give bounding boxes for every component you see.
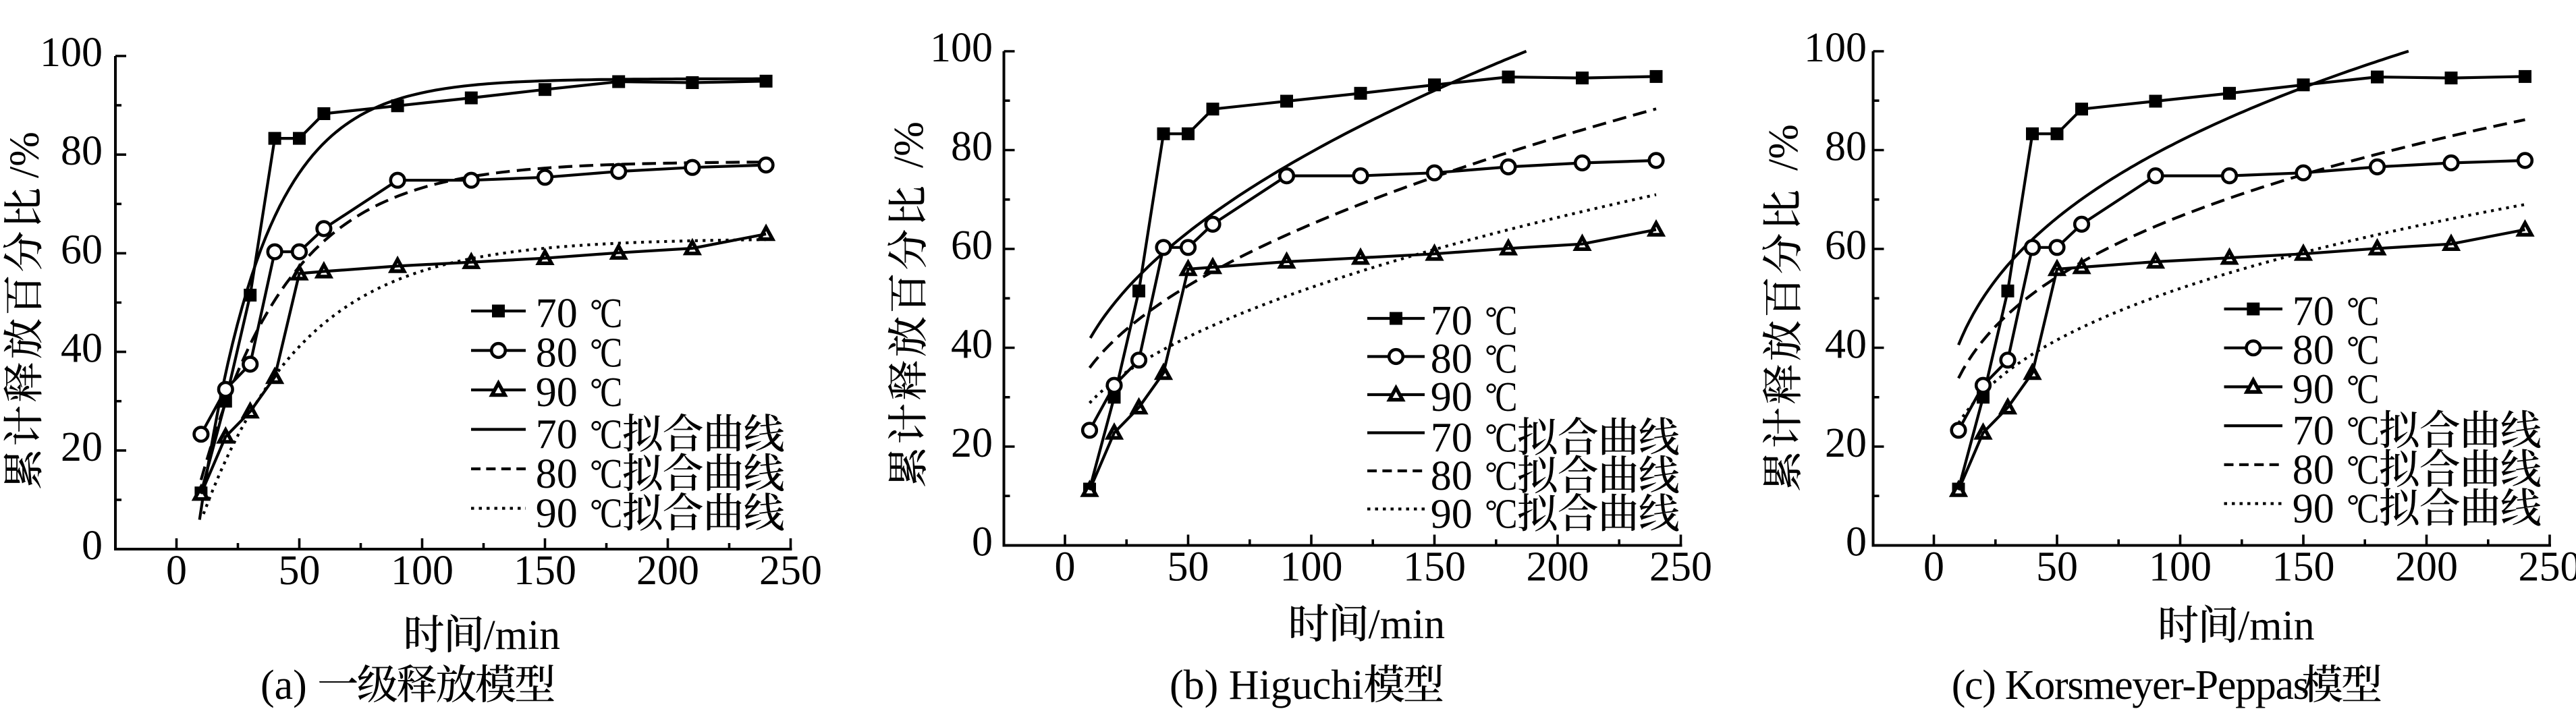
svg-text:0: 0 [972, 519, 993, 565]
svg-text:0: 0 [1055, 544, 1076, 590]
svg-text:100: 100 [930, 25, 993, 71]
svg-text:80: 80 [536, 451, 578, 497]
svg-text:250: 250 [759, 548, 822, 594]
svg-text:(c) Korsmeyer-Peppas: (c) Korsmeyer-Peppas [1952, 662, 2309, 708]
svg-text:50: 50 [2036, 544, 2078, 590]
svg-text:80: 80 [1431, 453, 1473, 499]
svg-text:/min: /min [484, 613, 561, 658]
svg-text:70: 70 [2293, 408, 2334, 454]
svg-text:20: 20 [951, 420, 993, 466]
svg-text:/%: /% [2, 132, 48, 178]
svg-text:100: 100 [1280, 544, 1343, 590]
svg-text:80: 80 [951, 124, 993, 170]
svg-text:70: 70 [1431, 416, 1473, 461]
svg-text:/%: /% [1761, 124, 1807, 171]
svg-text:/min: /min [2238, 603, 2315, 649]
svg-text:40: 40 [1825, 322, 1867, 368]
svg-text:150: 150 [1403, 544, 1466, 590]
svg-text:250: 250 [1649, 544, 1712, 590]
svg-text:0: 0 [1846, 519, 1867, 565]
svg-text:70: 70 [536, 291, 578, 337]
svg-text:20: 20 [61, 424, 103, 470]
svg-text:250: 250 [2519, 544, 2576, 590]
svg-text:100: 100 [2149, 544, 2212, 590]
svg-text:90: 90 [536, 370, 578, 416]
svg-text:90: 90 [2293, 366, 2334, 412]
svg-text:70: 70 [536, 412, 578, 458]
svg-text:50: 50 [279, 548, 321, 594]
svg-text:100: 100 [1804, 25, 1867, 71]
svg-text:150: 150 [2272, 544, 2335, 590]
svg-text:(b) Higuchi: (b) Higuchi [1170, 662, 1364, 708]
svg-text:40: 40 [951, 322, 993, 368]
svg-text:80: 80 [2293, 328, 2334, 374]
svg-text:0: 0 [82, 523, 103, 569]
svg-text:80: 80 [2293, 447, 2334, 493]
svg-text:100: 100 [391, 548, 454, 594]
svg-text:/%: /% [886, 121, 932, 168]
svg-text:150: 150 [514, 548, 576, 594]
svg-text:90: 90 [1431, 374, 1473, 420]
svg-text:70: 70 [2293, 289, 2334, 335]
svg-text:80: 80 [61, 128, 103, 174]
svg-text:40: 40 [61, 326, 103, 372]
svg-text:80: 80 [1825, 124, 1867, 170]
svg-text:80: 80 [1431, 337, 1473, 382]
svg-text:70: 70 [1431, 298, 1473, 344]
svg-text:60: 60 [1825, 223, 1867, 268]
svg-text:0: 0 [166, 548, 187, 594]
svg-text:200: 200 [2395, 544, 2458, 590]
svg-text:90: 90 [2293, 486, 2334, 532]
svg-text:80: 80 [536, 331, 578, 376]
svg-text:(a): (a) [261, 662, 307, 708]
svg-text:/min: /min [1369, 602, 1446, 648]
svg-text:50: 50 [1168, 544, 1209, 590]
svg-text:60: 60 [951, 223, 993, 268]
svg-text:90: 90 [1431, 492, 1473, 538]
svg-text:100: 100 [40, 30, 103, 76]
svg-text:200: 200 [1527, 544, 1589, 590]
svg-text:20: 20 [1825, 420, 1867, 466]
svg-text:200: 200 [636, 548, 699, 594]
svg-text:90: 90 [536, 491, 578, 537]
svg-text:0: 0 [1923, 544, 1944, 590]
svg-text:60: 60 [61, 227, 103, 273]
